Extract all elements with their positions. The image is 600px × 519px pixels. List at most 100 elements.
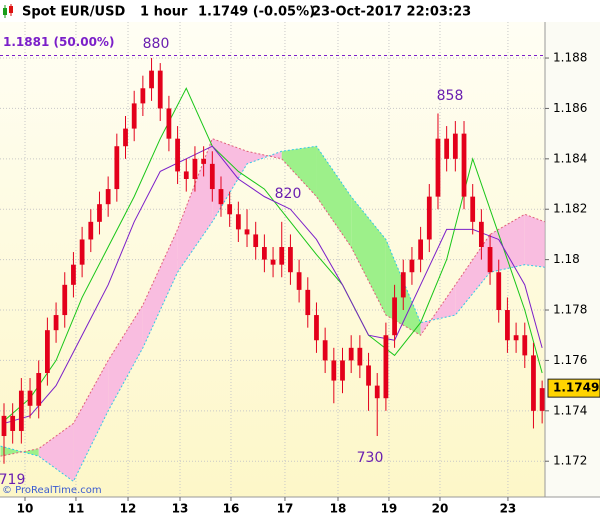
candle-body <box>79 239 85 265</box>
x-tick-label: 11 <box>68 502 85 516</box>
indicator-line <box>3 145 543 424</box>
candle-body <box>192 158 198 179</box>
candle-body <box>513 335 519 341</box>
x-tick-label: 16 <box>223 502 240 516</box>
x-tick-label: 12 <box>120 502 137 516</box>
candle-body <box>1 415 7 437</box>
price-annotation: 858 <box>437 88 464 104</box>
candle-body <box>470 196 476 222</box>
x-tick-label: 23 <box>500 502 517 516</box>
candle-body <box>175 138 180 172</box>
candle-body <box>478 221 484 248</box>
y-tick-label: 1.186 <box>553 101 587 115</box>
candle-body <box>244 229 250 235</box>
candle-body <box>97 204 102 222</box>
candle-body <box>157 70 163 109</box>
cloud-edge <box>0 145 545 483</box>
candle-body <box>348 347 354 361</box>
candle-body <box>444 138 450 159</box>
candle-body <box>235 214 241 230</box>
candle-body <box>374 385 380 399</box>
candle-body <box>209 163 215 190</box>
price-annotation: 719 <box>0 472 25 488</box>
y-tick-label: 1.184 <box>553 151 587 165</box>
candle-body <box>296 272 302 290</box>
candle-body <box>218 189 224 205</box>
price-annotation: 880 <box>143 36 170 52</box>
candle-body <box>114 146 120 190</box>
timestamp: 23-Oct-2017 22:03:23 <box>312 5 471 20</box>
candle-body <box>62 284 68 316</box>
candle-body <box>123 128 128 147</box>
candle-body <box>261 247 267 260</box>
cloud-segment <box>142 229 178 348</box>
candle-body <box>435 138 441 197</box>
candle-body <box>288 247 293 273</box>
cloud-edge <box>0 138 545 457</box>
candle-body <box>496 272 502 311</box>
candle-body <box>322 340 328 361</box>
cloud-segment <box>316 146 352 248</box>
cloud-segment <box>38 423 74 482</box>
y-tick-label: 1.18 <box>553 252 580 266</box>
candle-body <box>27 390 33 406</box>
candle-body <box>71 264 76 285</box>
y-tick-label: 1.178 <box>553 303 587 317</box>
last-price-box <box>547 378 600 398</box>
candle-body <box>201 158 207 164</box>
candle-body <box>18 390 24 431</box>
candle-body <box>131 103 137 129</box>
candle-body <box>227 204 233 215</box>
candle-body <box>10 415 16 431</box>
x-tick-label: 18 <box>330 502 347 516</box>
candle-body <box>366 365 371 386</box>
x-tick-label: 10 <box>17 502 34 516</box>
plot-layer <box>0 22 545 497</box>
quote: 1.1749 (-0.05%) <box>198 5 315 20</box>
candle-body <box>383 335 389 399</box>
cloud-segment <box>73 360 109 482</box>
x-tick-label: 17 <box>277 502 294 516</box>
y-axis-area <box>545 22 600 497</box>
overlay-layer: 1.172 1.174 1.176 1.178 1.18 1.182 1.184 1.186 1… <box>0 35 600 516</box>
candle-body <box>409 259 415 273</box>
candle-body <box>45 330 50 374</box>
candle-body <box>461 133 467 197</box>
candle-body <box>270 259 276 265</box>
candle-body <box>88 221 94 240</box>
candle-body <box>505 310 510 341</box>
candle-body <box>340 360 345 381</box>
candle-body <box>279 247 285 265</box>
timeframe: 1 hour <box>140 5 188 20</box>
candle-body <box>149 70 154 89</box>
candle-body <box>522 335 528 356</box>
candle-body <box>314 315 319 341</box>
candle-body <box>539 388 545 411</box>
candle-body <box>531 355 536 411</box>
last-price-label: 1.1749 <box>553 381 599 395</box>
cloud-segment <box>281 146 317 197</box>
indicator-line <box>3 87 543 422</box>
y-tick-label: 1.172 <box>553 454 587 468</box>
price-annotation: 820 <box>275 186 302 202</box>
candle-body <box>452 133 458 159</box>
level-label: 1.1881 (50.00%) <box>3 35 114 49</box>
candle-body <box>253 234 259 248</box>
candle-body <box>487 247 493 273</box>
candle-body <box>53 315 59 331</box>
candle-body <box>331 360 337 381</box>
cloud-segment <box>524 214 545 268</box>
cloud-segment <box>108 304 143 411</box>
candle-body <box>166 108 172 139</box>
y-tick-label: 1.188 <box>553 51 587 65</box>
candle-body <box>392 297 397 336</box>
y-tick-label: 1.182 <box>553 202 587 216</box>
candle-body <box>36 373 42 406</box>
symbol: Spot EUR/USD <box>22 5 125 20</box>
candle-body <box>183 171 189 179</box>
x-tick-label: 13 <box>172 502 189 516</box>
price-annotation: 730 <box>357 450 384 466</box>
x-tick-label: 19 <box>381 502 398 516</box>
candle-body <box>426 196 432 240</box>
